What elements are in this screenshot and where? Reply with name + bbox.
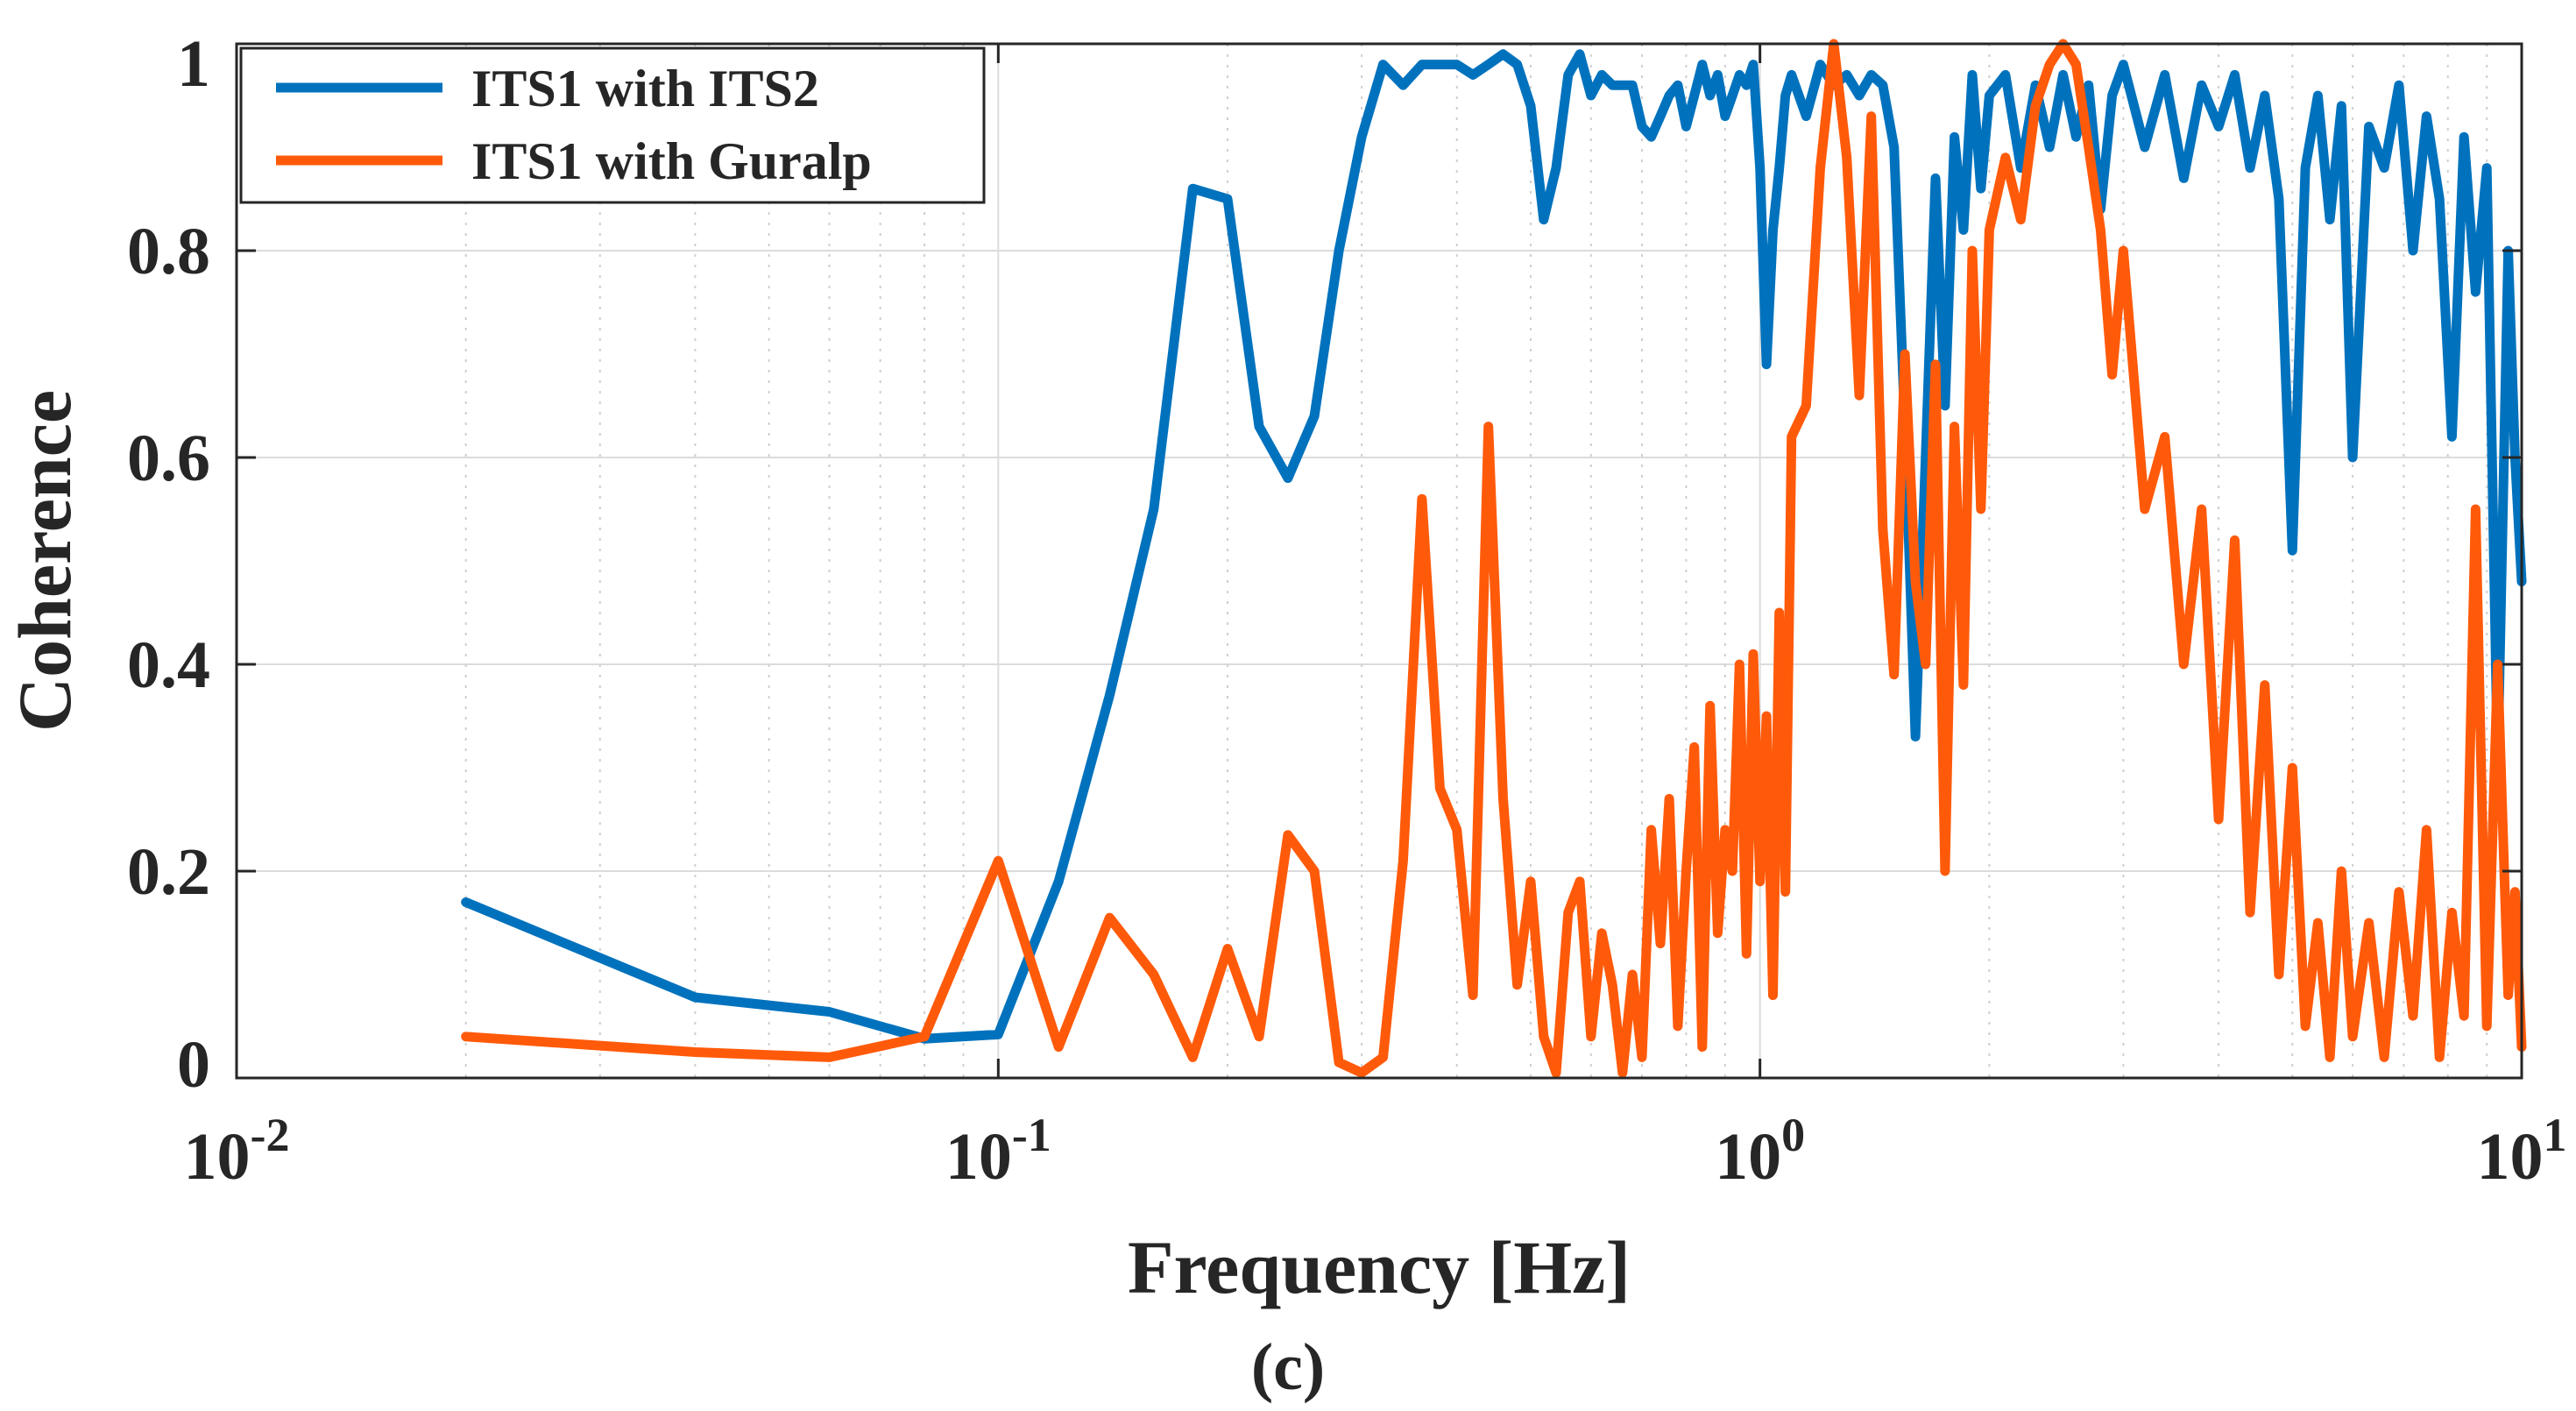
y-tick-label: 0.2 bbox=[127, 835, 210, 909]
x-axis-label: Frequency [Hz] bbox=[1128, 1225, 1631, 1309]
panel-label: (c) bbox=[1251, 1330, 1325, 1404]
axis-ticks: 0 0.2 0.4 0.6 0.8 1 10-2 10-1 100 101 bbox=[127, 27, 2567, 1194]
legend: ITS1 with ITS2 ITS1 with Guralp bbox=[239, 46, 986, 204]
x-tick-label: 10-2 bbox=[184, 1109, 290, 1194]
series-lines bbox=[461, 39, 2527, 1078]
plot-frame bbox=[235, 42, 2523, 1080]
x-tick-label: 100 bbox=[1715, 1109, 1805, 1194]
x-tick-label: 101 bbox=[2477, 1109, 2567, 1194]
legend-box bbox=[239, 46, 986, 204]
legend-label-its2: ITS1 with ITS2 bbox=[471, 60, 819, 117]
legend-label-guralp: ITS1 with Guralp bbox=[471, 132, 872, 190]
y-axis-label: Coherence bbox=[3, 390, 87, 732]
y-tick-label: 0.4 bbox=[127, 628, 210, 702]
series-line-its2 bbox=[461, 49, 2527, 1044]
grid bbox=[236, 43, 2522, 1079]
y-tick-label: 0.6 bbox=[127, 422, 210, 495]
series-line-guralp bbox=[461, 39, 2527, 1078]
plot-background bbox=[237, 44, 2522, 1078]
y-tick-label: 0 bbox=[177, 1028, 210, 1102]
y-tick-label: 1 bbox=[177, 27, 210, 101]
x-tick-label: 10-1 bbox=[945, 1109, 1051, 1194]
y-tick-label: 0.8 bbox=[127, 215, 210, 288]
